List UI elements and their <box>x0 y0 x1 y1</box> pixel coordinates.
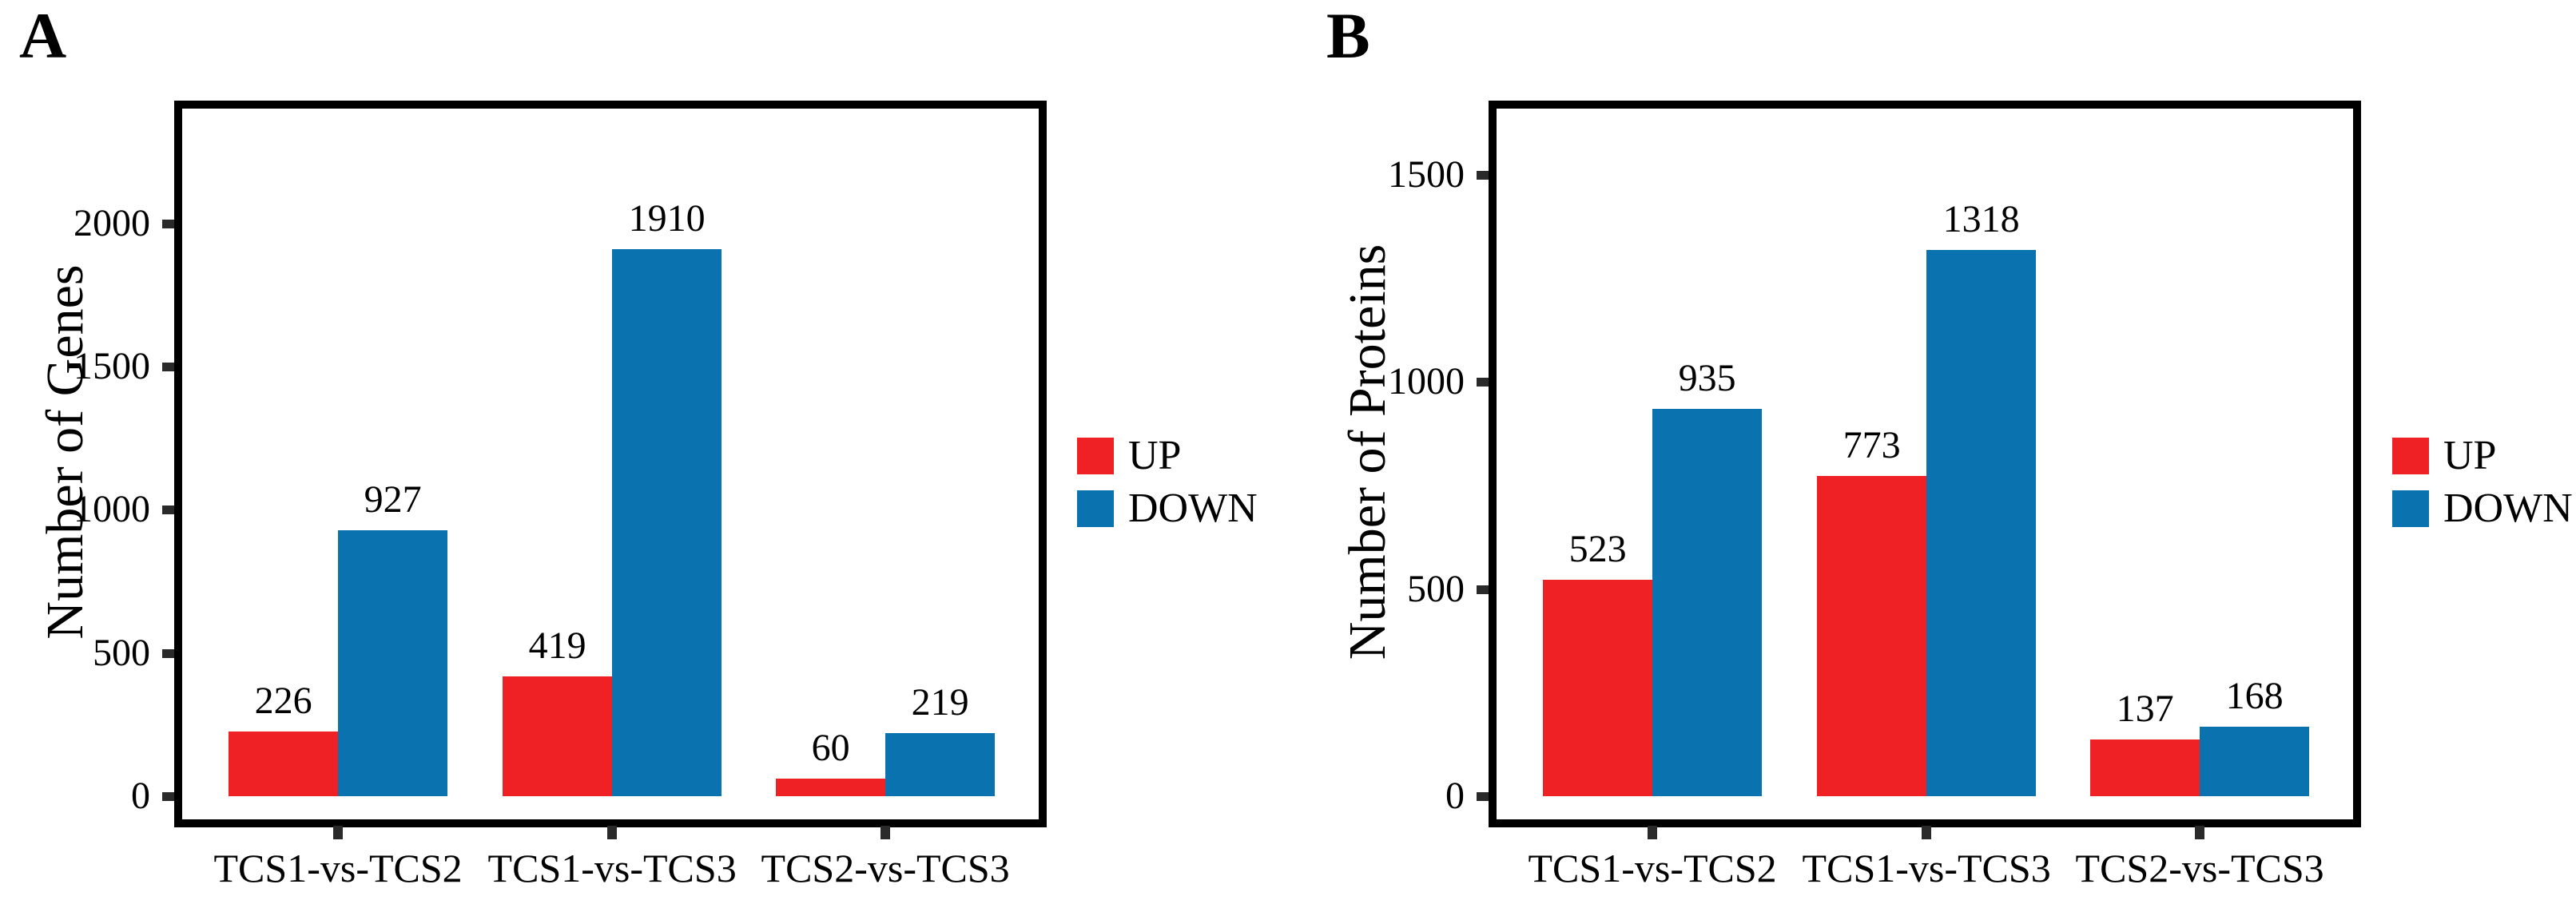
panel-a-y-axis-title: Number of Genes <box>36 264 94 640</box>
y-tick <box>162 648 174 658</box>
value-label: 168 <box>2225 674 2284 717</box>
y-tick <box>162 219 174 228</box>
y-tick-label: 1000 <box>74 488 150 531</box>
value-label: 927 <box>364 478 422 521</box>
y-tick <box>1477 170 1489 180</box>
bar-down-tcs1-vs-tcs3 <box>1926 250 2037 796</box>
bar-up-tcs2-vs-tcs3 <box>2090 739 2200 796</box>
y-tick-label: 0 <box>131 775 150 817</box>
value-label: 773 <box>1843 424 1901 467</box>
up-legend-label: UP <box>2443 433 2497 478</box>
y-tick <box>1477 585 1489 594</box>
legend-row-up: UP <box>1077 435 1258 477</box>
bar-up-tcs1-vs-tcs2 <box>1543 579 1653 796</box>
value-label: 419 <box>528 624 586 667</box>
category-label: TCS2-vs-TCS3 <box>2075 846 2324 890</box>
bar-down-tcs2-vs-tcs3 <box>2200 726 2310 796</box>
y-tick-label: 500 <box>93 631 150 674</box>
category-label: TCS1-vs-TCS2 <box>213 846 463 890</box>
legend-row-down: DOWN <box>1077 488 1258 529</box>
panel-a-plot-area <box>174 101 1047 827</box>
bar-up-tcs1-vs-tcs3 <box>1817 476 1927 796</box>
up-color-swatch <box>2392 438 2429 474</box>
category-label: TCS1-vs-TCS3 <box>1802 846 2051 890</box>
down-color-swatch <box>1077 490 1114 527</box>
x-tick <box>607 826 618 839</box>
x-tick <box>333 826 344 839</box>
y-tick-label: 1500 <box>74 344 150 387</box>
value-label: 1910 <box>628 196 706 240</box>
value-label: 137 <box>2116 687 2174 730</box>
bar-up-tcs1-vs-tcs3 <box>503 676 613 796</box>
x-tick <box>1648 826 1658 839</box>
panel-b-plot-area <box>1489 101 2361 827</box>
y-tick <box>162 792 174 801</box>
category-label: TCS1-vs-TCS3 <box>487 846 737 890</box>
x-tick <box>881 826 891 839</box>
y-tick <box>1477 792 1489 801</box>
value-label: 935 <box>1678 357 1736 400</box>
up-legend-label: UP <box>1128 433 1182 478</box>
bar-down-tcs1-vs-tcs3 <box>612 248 722 796</box>
y-tick-label: 2000 <box>74 201 150 244</box>
y-tick <box>162 362 174 371</box>
legend-row-down: DOWN <box>2392 488 2573 529</box>
down-legend-label: DOWN <box>1128 486 1258 531</box>
category-label: TCS1-vs-TCS2 <box>1528 846 1777 890</box>
down-legend-label: DOWN <box>2443 486 2573 531</box>
panel-b-letter: B <box>1326 0 1370 72</box>
category-label: TCS2-vs-TCS3 <box>761 846 1010 890</box>
panel-a-legend: UP DOWN <box>1077 435 1258 541</box>
value-label: 226 <box>254 679 312 722</box>
bar-down-tcs1-vs-tcs2 <box>338 530 448 796</box>
panel-b-legend: UP DOWN <box>2392 435 2573 541</box>
y-tick <box>162 506 174 515</box>
y-tick-label: 1000 <box>1388 360 1465 403</box>
y-tick-label: 1500 <box>1388 153 1465 196</box>
y-tick <box>1477 378 1489 387</box>
value-label: 523 <box>1568 527 1627 570</box>
value-label: 60 <box>811 727 850 770</box>
y-tick-label: 0 <box>1445 775 1465 817</box>
value-label: 219 <box>911 681 969 724</box>
legend-row-up: UP <box>2392 435 2573 477</box>
bar-up-tcs2-vs-tcs3 <box>776 779 886 796</box>
panel-a-letter: A <box>19 0 67 72</box>
bar-down-tcs1-vs-tcs2 <box>1652 409 1763 796</box>
up-color-swatch <box>1077 438 1114 474</box>
x-tick <box>2195 826 2205 839</box>
down-color-swatch <box>2392 490 2429 527</box>
y-tick-label: 500 <box>1407 567 1465 610</box>
x-tick <box>1922 826 1932 839</box>
bar-down-tcs2-vs-tcs3 <box>885 733 996 796</box>
bar-up-tcs1-vs-tcs2 <box>229 731 339 796</box>
value-label: 1318 <box>1942 198 2020 241</box>
